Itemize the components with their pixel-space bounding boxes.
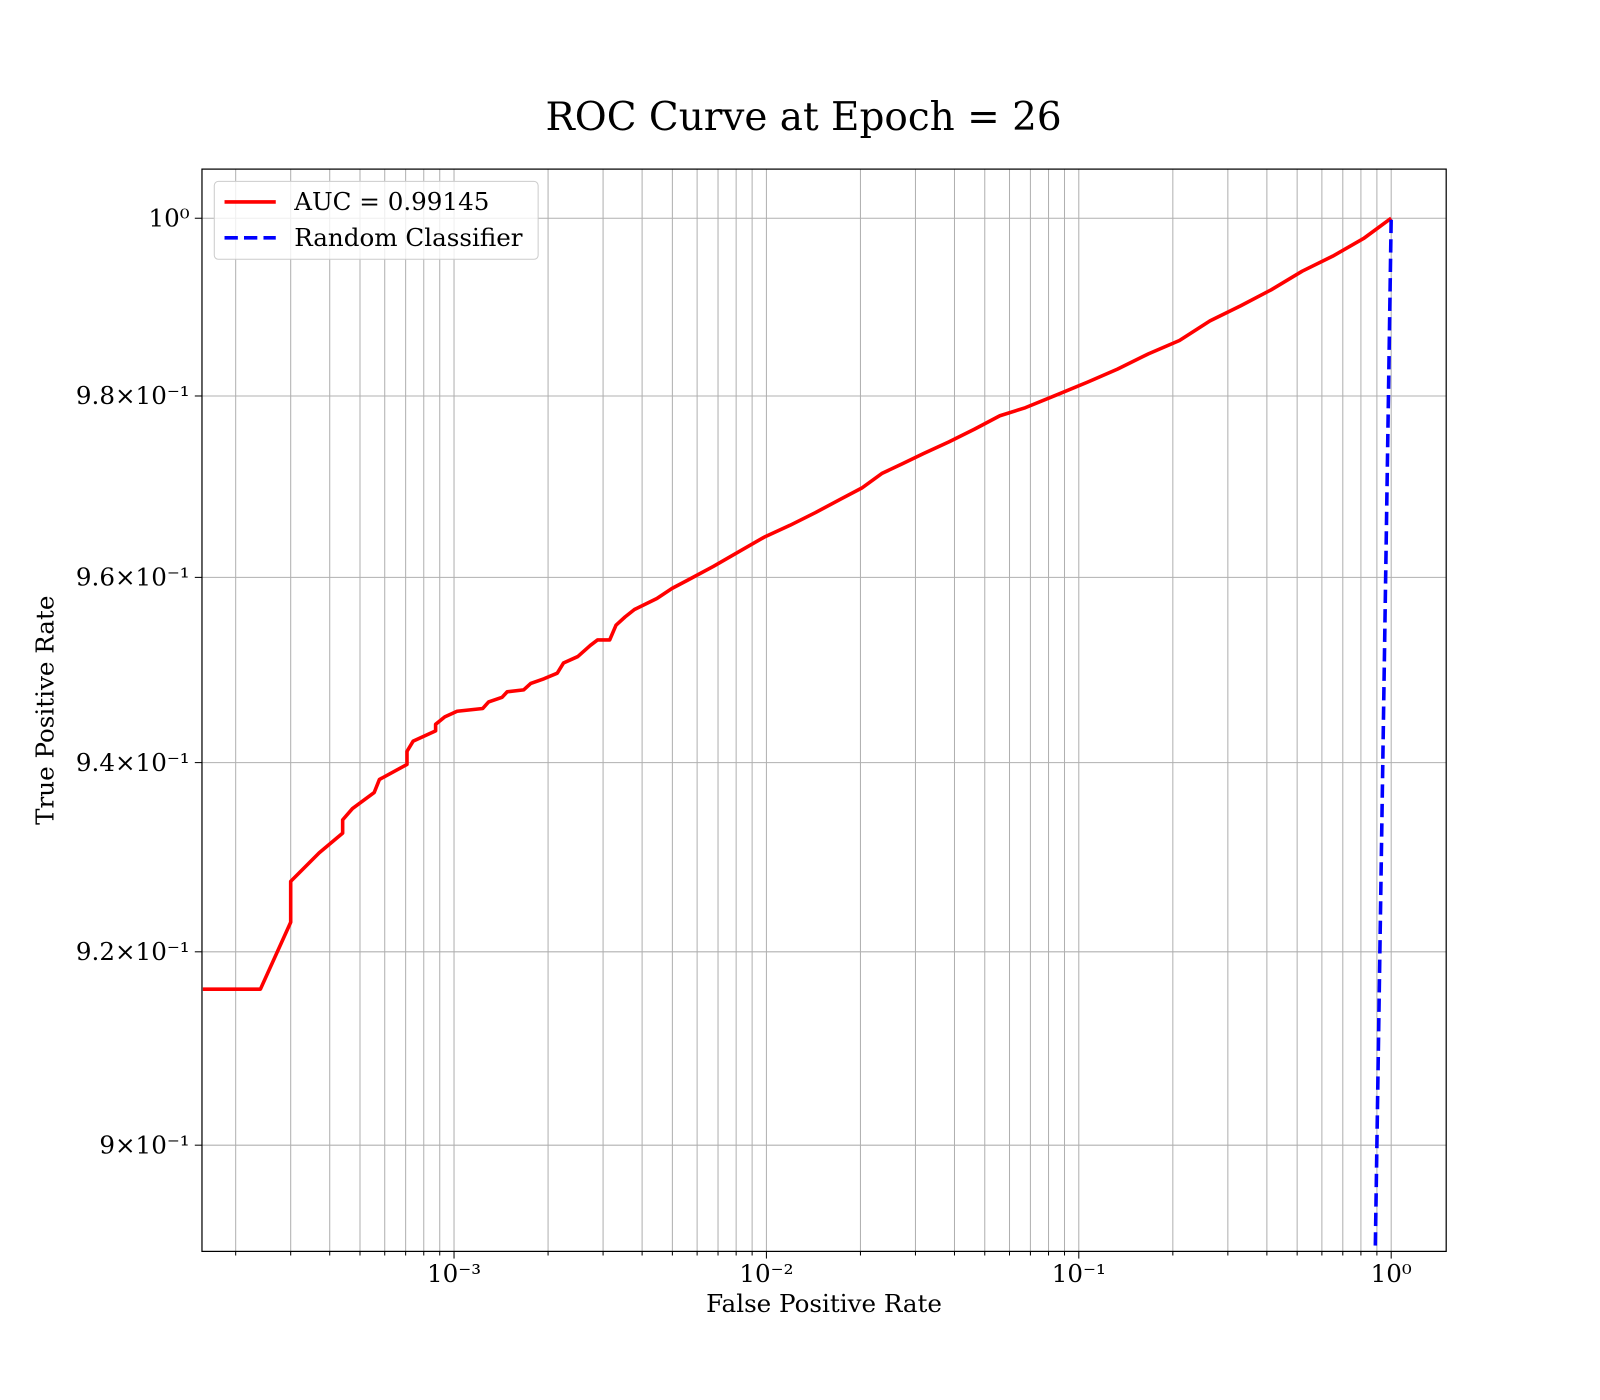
x-tick-label: 10⁻³ [427, 1259, 481, 1288]
y-tick-label: 9.8×10⁻¹ [76, 381, 190, 410]
legend-label: AUC = 0.99145 [293, 187, 489, 216]
y-tick-label: 9.6×10⁻¹ [76, 563, 190, 592]
grid [201, 169, 1447, 1252]
y-tick-label: 9×10⁻¹ [99, 1130, 189, 1159]
x-tick-label: 10⁰ [1371, 1259, 1412, 1288]
x-axis-label: False Positive Rate [706, 1289, 942, 1318]
plot-frame [201, 168, 1447, 1253]
x-tick-label: 10⁻² [739, 1259, 793, 1288]
legend-box [213, 180, 539, 260]
y-tick-label: 10⁰ [149, 203, 190, 232]
series-line [202, 216, 1393, 991]
legend: AUC = 0.99145 Random Classifier [213, 180, 539, 260]
series-line [1373, 218, 1393, 1252]
y-axis-label: True Positive Rate [30, 596, 59, 825]
legend-label: Random Classifier [294, 223, 523, 252]
y-tick-label: 9.4×10⁻¹ [76, 748, 190, 777]
x-tick-label: 10⁻¹ [1052, 1259, 1106, 1288]
plot-lines [202, 216, 1393, 1252]
y-tick-label: 9.2×10⁻¹ [76, 937, 190, 966]
ticks: 10⁻³ 10⁻² 10⁻¹ 10⁰ 9×10⁻¹ 9.2×10⁻¹ 9.4×10⁻¹ 9.6… [76, 203, 1412, 1288]
chart-title: ROC Curve at Epoch = 26 [546, 95, 1062, 140]
